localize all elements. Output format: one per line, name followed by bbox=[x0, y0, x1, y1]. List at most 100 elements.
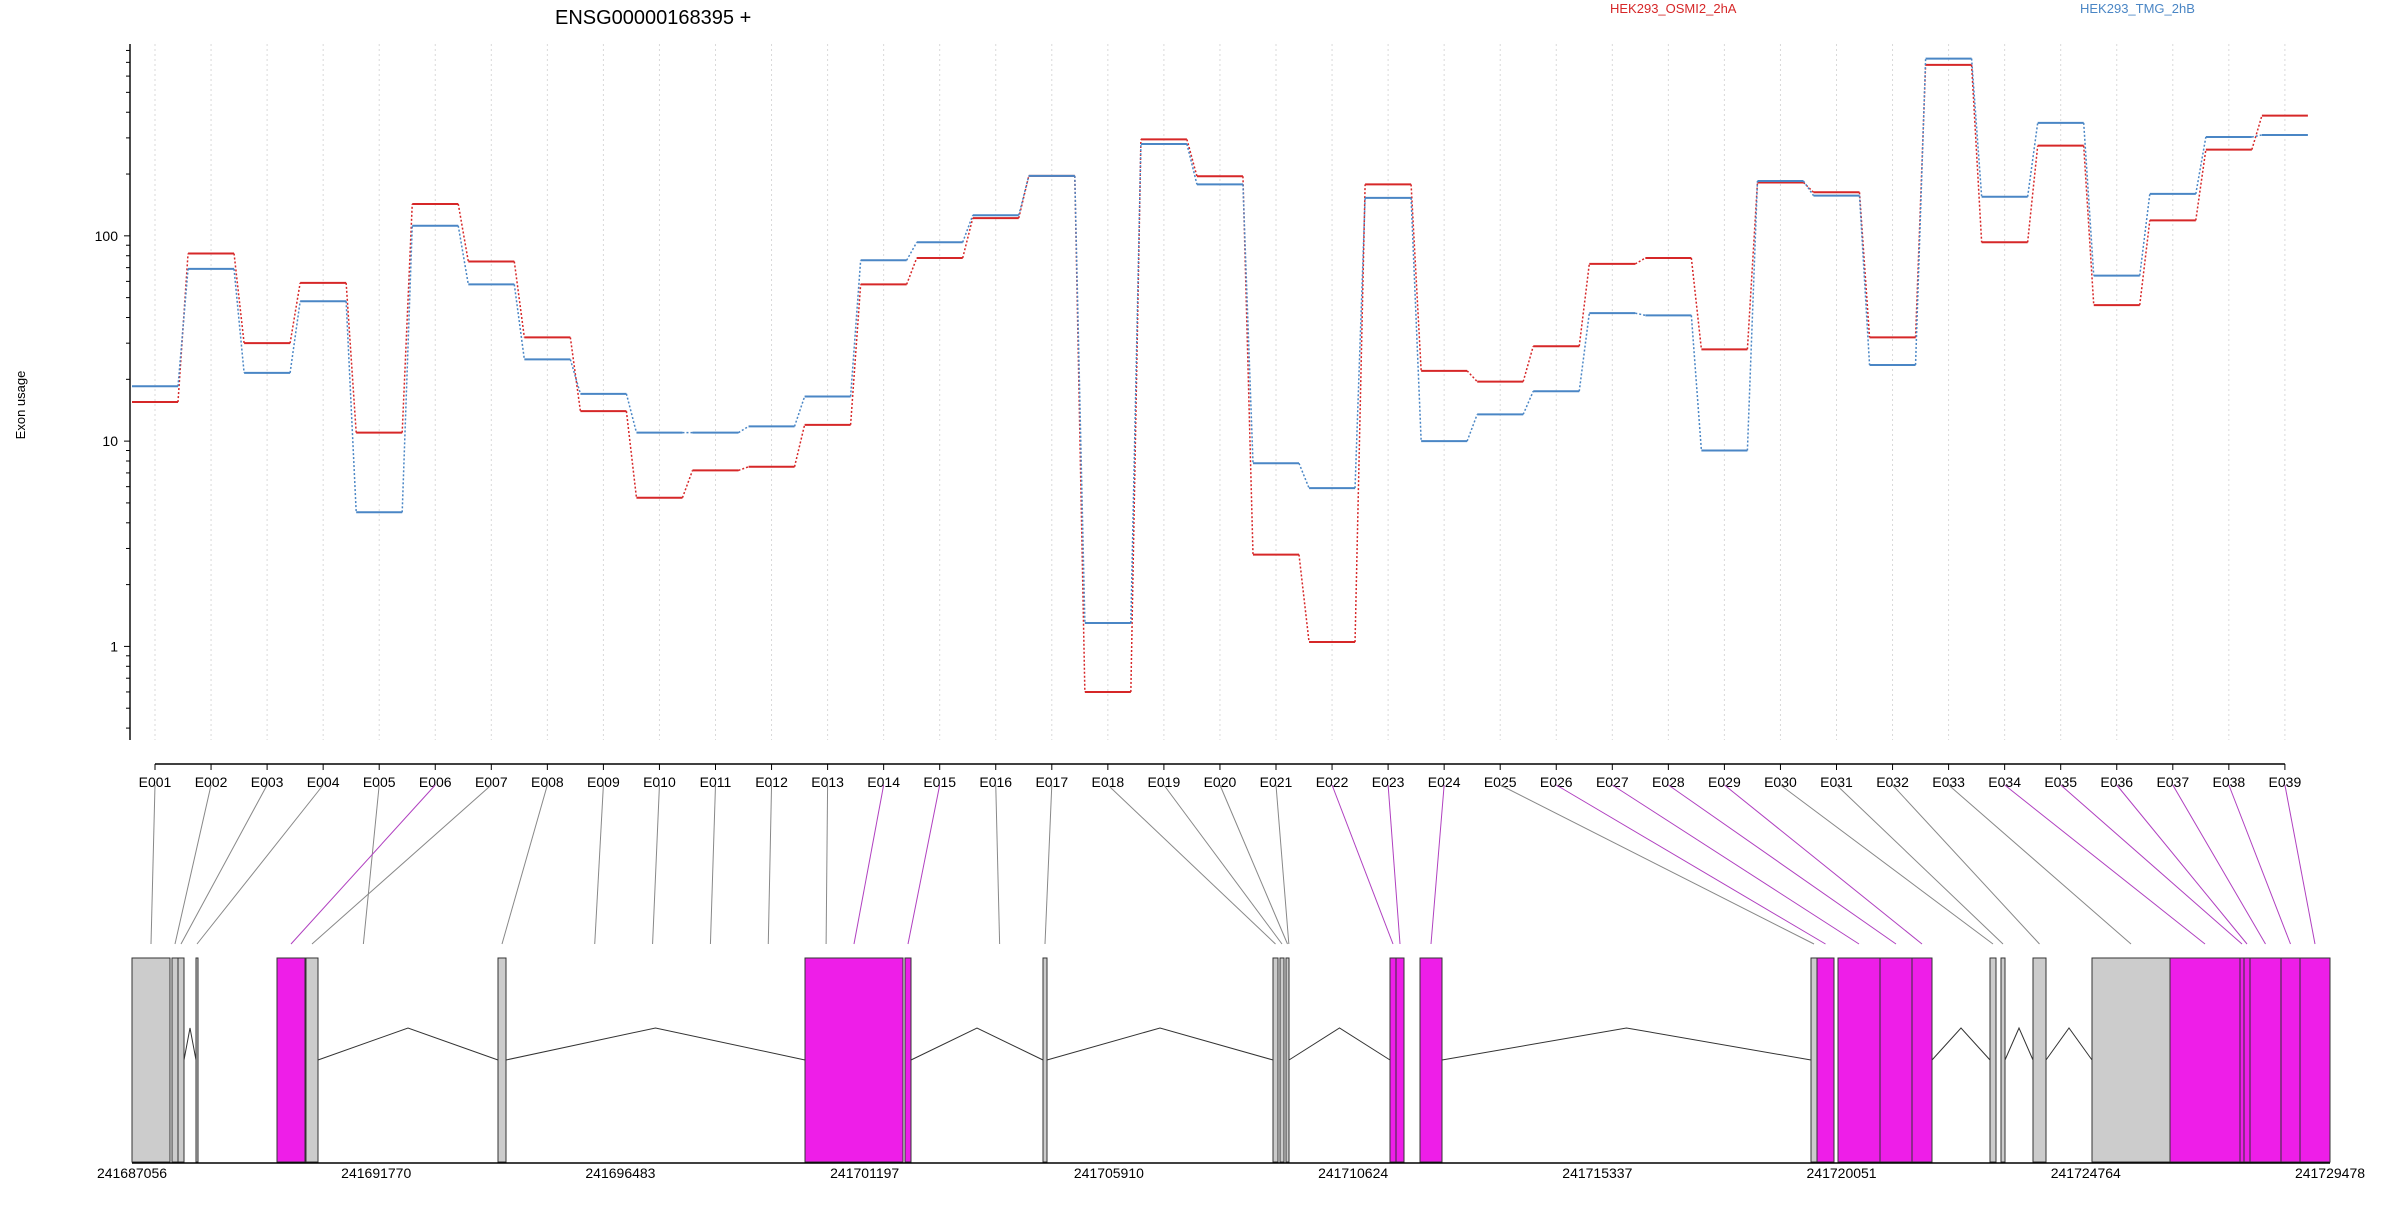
series-connector bbox=[1578, 313, 1591, 392]
x-tick-label: E001 bbox=[139, 774, 172, 790]
exon-connector bbox=[1555, 784, 1826, 945]
series-connector bbox=[793, 424, 806, 467]
series-connector bbox=[849, 260, 862, 397]
series-connector bbox=[1298, 462, 1310, 489]
series-connector bbox=[625, 411, 638, 498]
exon-connector bbox=[1275, 784, 1290, 945]
exon-block bbox=[1042, 957, 1048, 1163]
grid-layer bbox=[154, 44, 2286, 740]
exon-connector-layer bbox=[150, 784, 2316, 945]
series-connector bbox=[177, 253, 189, 403]
series-connector bbox=[1074, 175, 1086, 624]
exon-connector bbox=[1430, 784, 1445, 945]
exon-block bbox=[2032, 957, 2047, 1163]
series-connector bbox=[233, 268, 245, 373]
exon-block bbox=[1279, 957, 1285, 1163]
exon-connector bbox=[2116, 784, 2248, 945]
series-connector bbox=[625, 393, 638, 433]
exon-block bbox=[195, 957, 199, 1163]
series-connector bbox=[961, 217, 974, 259]
legend-entry-tmg: HEK293_TMG_2hB bbox=[2080, 1, 2195, 16]
series-connector bbox=[1410, 197, 1422, 442]
series-connector bbox=[1354, 197, 1366, 489]
x-tick-label: E019 bbox=[1148, 774, 1181, 790]
y-axis-label: Exon usage bbox=[13, 371, 28, 440]
exon-block bbox=[1816, 957, 1835, 1163]
series-connector bbox=[401, 225, 413, 513]
series-connector bbox=[849, 284, 862, 425]
series-connector bbox=[1634, 257, 1646, 265]
exon-block bbox=[2299, 957, 2331, 1163]
exon-connector bbox=[1724, 784, 1923, 945]
exon-connector bbox=[594, 784, 604, 945]
genomic-coordinate-label: 241701197 bbox=[830, 1165, 899, 1181]
x-tick-label: E025 bbox=[1484, 774, 1517, 790]
series-connector bbox=[177, 268, 189, 387]
x-tick-label: E031 bbox=[1820, 774, 1853, 790]
y-tick-label: 10 bbox=[102, 433, 118, 449]
exon-connector bbox=[907, 784, 941, 945]
x-tick-label: E004 bbox=[307, 774, 340, 790]
x-tick-label: E003 bbox=[251, 774, 284, 790]
exon-connector bbox=[1219, 784, 1288, 945]
series-connector bbox=[1970, 64, 1983, 243]
series-connector bbox=[2082, 122, 2095, 276]
exon-block bbox=[1911, 957, 1933, 1163]
exon-connector bbox=[2060, 784, 2243, 945]
exon-connector bbox=[1331, 784, 1394, 945]
exon-block bbox=[2243, 957, 2251, 1163]
exon-connector bbox=[174, 784, 212, 945]
x-tick-label: E037 bbox=[2156, 774, 2189, 790]
exon-connector bbox=[652, 784, 660, 945]
x-tick-label: E011 bbox=[700, 774, 732, 790]
exon-connector bbox=[767, 784, 773, 945]
exon-connector bbox=[2004, 784, 2206, 945]
series-connector bbox=[1354, 184, 1366, 643]
series-connector bbox=[1242, 176, 1254, 555]
gene-model-layer: 241687056 241691770 241696483 241701197 2417… bbox=[97, 957, 2365, 1181]
x-tick-label: E008 bbox=[531, 774, 564, 790]
exon-block bbox=[131, 957, 171, 1163]
exon-block bbox=[1419, 957, 1443, 1163]
series-connector bbox=[1858, 192, 1871, 338]
x-tick-label: E032 bbox=[1876, 774, 1909, 790]
exon-block bbox=[2091, 957, 2171, 1163]
series-connector bbox=[1466, 370, 1478, 383]
exon-block bbox=[1389, 957, 1397, 1163]
series-connector bbox=[2251, 134, 2263, 138]
series-connector bbox=[513, 284, 526, 360]
x-tick-label: E027 bbox=[1596, 774, 1629, 790]
series-connector bbox=[1522, 390, 1534, 415]
intron bbox=[2045, 1027, 2093, 1061]
exon-connector bbox=[1892, 784, 2040, 945]
exon-block bbox=[1395, 957, 1405, 1163]
intron bbox=[910, 1027, 1044, 1061]
x-tick-label: E002 bbox=[195, 774, 228, 790]
series-connector bbox=[1635, 312, 1646, 317]
x-tick-label: E005 bbox=[363, 774, 396, 790]
x-tick-label: E039 bbox=[2269, 774, 2302, 790]
x-tick-label: E038 bbox=[2212, 774, 2245, 790]
exon-connector bbox=[1387, 784, 1401, 945]
exon-block bbox=[804, 957, 904, 1163]
x-tick-label: E036 bbox=[2100, 774, 2133, 790]
legend-entry-osmi2: HEK293_OSMI2_2hA bbox=[1610, 1, 1737, 16]
x-tick-label: E020 bbox=[1204, 774, 1237, 790]
exon-connector bbox=[180, 784, 268, 945]
series-connector bbox=[345, 301, 357, 513]
series-connector bbox=[793, 396, 806, 427]
series-connector bbox=[738, 466, 749, 472]
x-tick-label: E010 bbox=[643, 774, 676, 790]
genomic-coordinate-label: 241696483 bbox=[585, 1165, 655, 1181]
series-layer bbox=[132, 57, 2308, 693]
x-tick-label: E029 bbox=[1708, 774, 1741, 790]
series-connector bbox=[1018, 175, 1030, 216]
exon-connector bbox=[1107, 784, 1276, 945]
x-tick-label: E014 bbox=[867, 774, 900, 790]
series-connector bbox=[1018, 175, 1030, 219]
series-connector bbox=[1802, 180, 1815, 197]
x-tick-label: E017 bbox=[1035, 774, 1068, 790]
axes-layer: 1 10 100 E001 E002 E003 E004 E005 E006 E007 E008 E0… bbox=[95, 44, 2302, 790]
x-tick-label: E015 bbox=[923, 774, 956, 790]
